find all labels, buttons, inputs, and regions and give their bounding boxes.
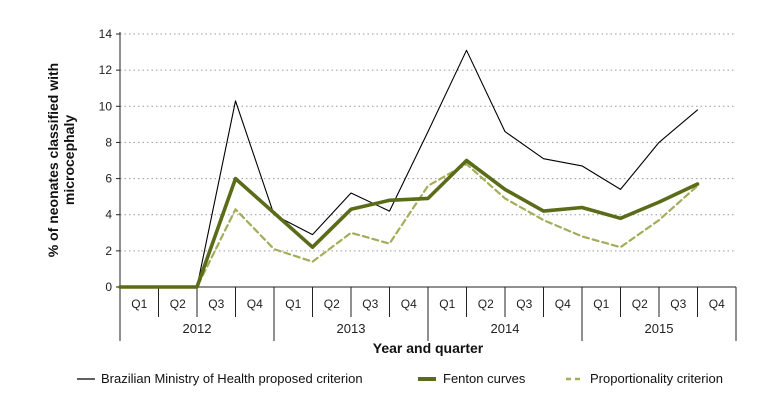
year-label-2015: 2015 [645,321,674,336]
y-tick-label-6: 6 [105,172,112,186]
y-tick-label-12: 12 [99,63,113,77]
x-axis-ticks: Q1 Q2 Q3 Q4 Q1 Q2 Q3 Q4 Q1 Q2 Q3 Q4 Q1 Q2 Q3 Q4 2012 2013… [119,287,737,341]
year-label-2013: 2013 [337,321,366,336]
y-axis-title-line-2: microcephaly [61,115,77,205]
y-tick-label-10: 10 [99,99,113,113]
legend-label-proportionality: Proportionality criterion [590,371,723,386]
series-line-fenton-curves [118,158,700,289]
y-axis-title-line-1: % of neonates classified with [45,63,61,258]
x-tick-label-2: Q3 [208,297,224,311]
legend-label-ministry: Brazilian Ministry of Health proposed cr… [101,371,363,386]
series-line-brazilian-ministry-of-health-proposed-criterion [119,49,699,288]
x-tick-label-6: Q3 [362,297,378,311]
y-tick-label-2: 2 [105,244,112,258]
y-tick-label-4: 4 [105,208,112,222]
series-lines [118,49,700,289]
y-tick-label-8: 8 [105,135,112,149]
year-label-2012: 2012 [183,321,212,336]
x-axis-title: Year and quarter [373,340,484,356]
y-tick-label-14: 14 [99,27,113,41]
legend-label-fenton: Fenton curves [443,371,526,386]
x-tick-label-5: Q2 [324,297,340,311]
x-tick-label-9: Q2 [478,297,494,311]
x-tick-label-11: Q4 [555,297,571,311]
x-tick-label-15: Q4 [709,297,725,311]
y-tick-label-0: 0 [105,280,112,294]
x-tick-label-7: Q4 [401,297,417,311]
x-tick-label-13: Q2 [632,297,648,311]
x-tick-label-14: Q3 [670,297,686,311]
gridlines [120,33,736,252]
x-tick-label-0: Q1 [131,297,147,311]
x-tick-label-4: Q1 [285,297,301,311]
x-tick-label-10: Q3 [516,297,532,311]
x-tick-label-8: Q1 [439,297,455,311]
legend: Brazilian Ministry of Health proposed cr… [77,371,723,386]
x-tick-label-1: Q2 [170,297,186,311]
x-tick-label-12: Q1 [593,297,609,311]
year-label-2014: 2014 [491,321,520,336]
y-axis-ticks: 0 2 4 6 8 10 12 14 [99,27,120,294]
series-line-proportionality-criterion [118,163,699,289]
x-tick-label-3: Q4 [247,297,263,311]
